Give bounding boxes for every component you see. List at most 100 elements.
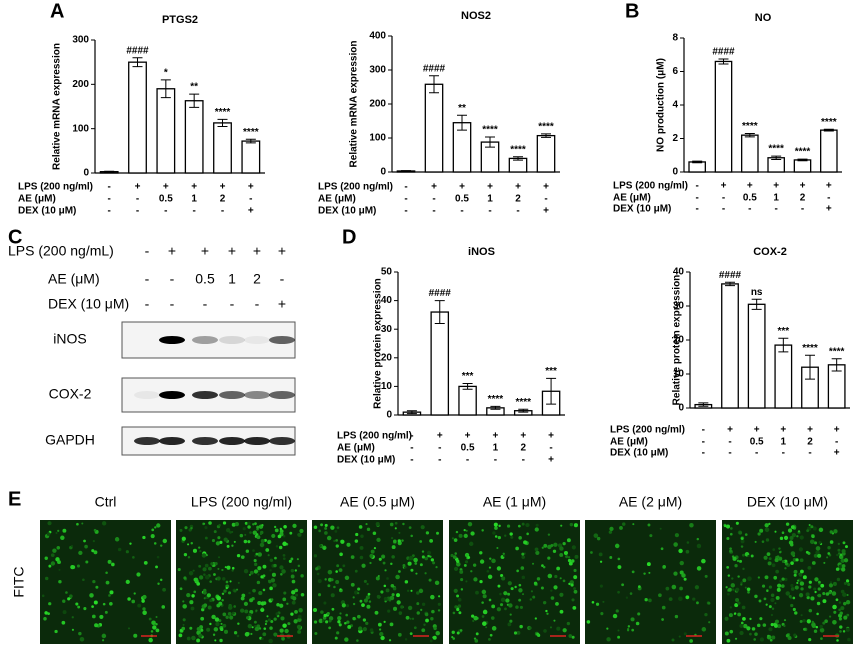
cell bbox=[203, 573, 206, 576]
cell bbox=[282, 534, 286, 538]
significance-label: #### bbox=[719, 270, 742, 281]
cell bbox=[828, 583, 834, 588]
cell bbox=[249, 609, 254, 614]
cell bbox=[517, 524, 521, 528]
cell bbox=[617, 635, 621, 639]
panel-label: B bbox=[625, 0, 639, 22]
cell bbox=[297, 630, 302, 634]
cell bbox=[263, 627, 267, 630]
cell bbox=[109, 601, 113, 606]
cell bbox=[809, 539, 815, 545]
cell bbox=[142, 610, 147, 616]
cell bbox=[795, 558, 799, 562]
cell bbox=[52, 548, 57, 553]
treatment-level: + bbox=[773, 181, 779, 192]
cell bbox=[162, 538, 167, 544]
cell bbox=[346, 620, 350, 624]
cell bbox=[269, 586, 273, 591]
cell bbox=[341, 603, 346, 608]
cell bbox=[183, 576, 187, 580]
cell bbox=[82, 578, 85, 582]
error-bar bbox=[401, 170, 411, 172]
cell bbox=[331, 607, 335, 611]
cell bbox=[475, 632, 479, 636]
cell bbox=[814, 577, 819, 582]
y-axis-label: Relative mRNA expression bbox=[349, 41, 360, 168]
cell bbox=[384, 569, 387, 572]
cell bbox=[269, 569, 272, 572]
cell bbox=[47, 521, 52, 526]
treatment-level: + bbox=[163, 182, 169, 193]
cell bbox=[507, 592, 511, 596]
cell bbox=[208, 566, 212, 571]
blot-treatment-level: 1 bbox=[228, 271, 236, 287]
cell bbox=[704, 574, 708, 578]
cell bbox=[465, 529, 468, 532]
cell bbox=[117, 547, 122, 552]
cell bbox=[744, 586, 747, 589]
cell bbox=[430, 558, 434, 562]
cell bbox=[328, 619, 332, 623]
cell bbox=[571, 545, 576, 550]
cell bbox=[811, 620, 814, 624]
cell bbox=[729, 547, 732, 550]
cell bbox=[294, 588, 299, 593]
cell bbox=[521, 555, 526, 560]
cell bbox=[78, 631, 82, 636]
cell bbox=[354, 569, 358, 573]
cell bbox=[467, 555, 471, 559]
cell bbox=[771, 607, 775, 610]
cell bbox=[602, 600, 605, 603]
cell bbox=[731, 577, 734, 580]
cell bbox=[313, 554, 318, 558]
cell bbox=[390, 583, 395, 588]
cell bbox=[759, 528, 764, 533]
cell bbox=[764, 575, 769, 580]
cell bbox=[359, 545, 364, 550]
cell bbox=[768, 585, 773, 589]
cell bbox=[189, 626, 193, 630]
cell bbox=[248, 573, 251, 576]
cell bbox=[743, 623, 748, 629]
blot-treatment-level: + bbox=[201, 243, 209, 259]
cell bbox=[506, 524, 511, 528]
cell bbox=[819, 624, 823, 629]
cell bbox=[423, 623, 426, 626]
cell bbox=[429, 538, 434, 543]
treatment-level: - bbox=[522, 455, 525, 466]
treatment-level: 1 bbox=[191, 194, 197, 205]
cell bbox=[647, 523, 651, 527]
cell bbox=[193, 577, 198, 582]
cell bbox=[837, 542, 841, 546]
cell bbox=[200, 616, 205, 621]
cell bbox=[227, 611, 232, 616]
cell bbox=[101, 633, 107, 639]
cell bbox=[550, 543, 554, 547]
cell bbox=[805, 550, 809, 554]
error-bar bbox=[692, 160, 703, 164]
bar bbox=[688, 161, 706, 173]
cell bbox=[486, 569, 490, 573]
cell bbox=[337, 615, 342, 621]
cell bbox=[425, 618, 429, 623]
cell bbox=[456, 631, 460, 635]
cell bbox=[83, 539, 86, 543]
cell bbox=[678, 596, 683, 602]
cell bbox=[324, 578, 327, 581]
cell bbox=[783, 535, 789, 540]
cell bbox=[482, 621, 487, 626]
cell bbox=[268, 638, 273, 644]
cell bbox=[252, 549, 255, 552]
cell bbox=[774, 624, 778, 628]
treatment-level: 2 bbox=[807, 437, 813, 448]
cell bbox=[376, 537, 381, 543]
cell bbox=[568, 634, 573, 638]
cell bbox=[413, 557, 418, 563]
cell bbox=[157, 582, 160, 585]
cell bbox=[766, 589, 769, 593]
bar bbox=[128, 61, 147, 174]
panel-label: E bbox=[8, 488, 21, 510]
cell bbox=[328, 616, 334, 621]
cell bbox=[394, 521, 398, 525]
cell bbox=[105, 580, 110, 585]
